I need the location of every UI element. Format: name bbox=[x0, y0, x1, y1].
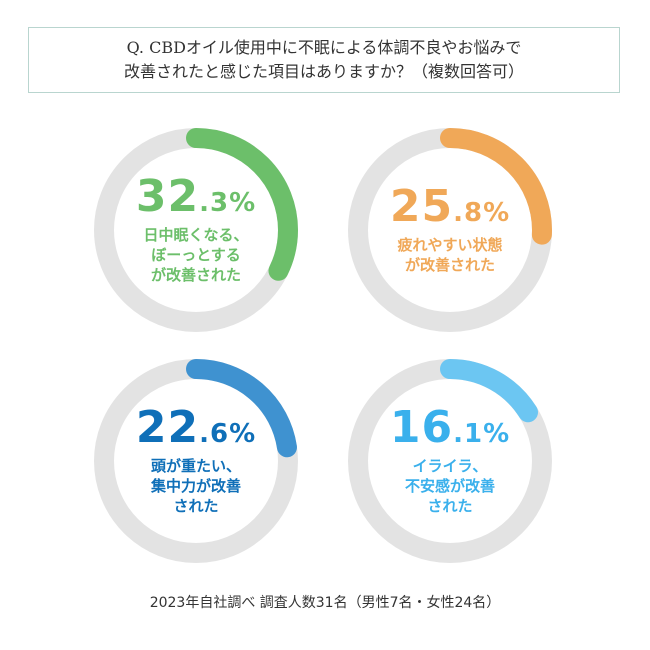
item-label-line: 頭が重たい、 bbox=[150, 457, 241, 475]
item-label-line: が改善された bbox=[150, 266, 241, 284]
donut-svg-4 bbox=[348, 359, 552, 563]
percent-dec: .3 bbox=[199, 188, 230, 218]
percent-int: 32 bbox=[135, 171, 200, 222]
percent-dec: .8 bbox=[453, 198, 484, 228]
item-label-line: イライラ、 bbox=[412, 457, 488, 475]
donut-svg-2 bbox=[348, 128, 552, 332]
percent-int: 22 bbox=[135, 402, 200, 453]
donut-arc-value bbox=[348, 359, 552, 563]
item-label-line: 不安感が改善 bbox=[404, 477, 495, 495]
percent-value: 22.6% bbox=[136, 406, 256, 450]
percent-unit: % bbox=[483, 198, 511, 228]
donut-chart-4: 16.1% イライラ、 不安感が改善 された bbox=[345, 356, 555, 566]
percent-value: 32.3% bbox=[136, 175, 256, 219]
donut-arc-value bbox=[94, 128, 298, 332]
donut-chart-1: 32.3% 日中眠くなる、 ぼーっとする が改善された bbox=[91, 125, 301, 335]
donut-chart-2: 25.8% 疲れやすい状態 が改善された bbox=[345, 125, 555, 335]
survey-footnote: 2023年自社調べ 調査人数31名（男性7名・女性24名） bbox=[149, 595, 501, 611]
donut-arc-value bbox=[348, 128, 552, 332]
donut-arc-value bbox=[94, 359, 298, 563]
item-label: 日中眠くなる、 ぼーっとする が改善された bbox=[143, 225, 248, 285]
question-title-line1: Q. CBDオイル使用中に不眠による体調不良やお悩みで bbox=[126, 38, 522, 57]
percent-unit: % bbox=[229, 419, 257, 449]
percent-int: 25 bbox=[389, 181, 454, 232]
donut-chart-3: 22.6% 頭が重たい、 集中力が改善 された bbox=[91, 356, 301, 566]
item-label: 頭が重たい、 集中力が改善 された bbox=[151, 456, 241, 516]
question-title: Q. CBDオイル使用中に不眠による体調不良やお悩みで 改善されたと感じた項目は… bbox=[28, 27, 620, 93]
percent-int: 16 bbox=[389, 402, 454, 453]
percent-unit: % bbox=[229, 188, 257, 218]
donut-svg-3 bbox=[94, 359, 298, 563]
percent-value: 16.1% bbox=[390, 406, 510, 450]
item-label-line: 疲れやすい状態 bbox=[397, 236, 503, 254]
item-label-line: ぼーっとする bbox=[151, 246, 241, 264]
percent-dec: .1 bbox=[453, 419, 484, 449]
item-label-line: が改善された bbox=[404, 256, 495, 274]
item-label-line: 集中力が改善 bbox=[150, 477, 241, 495]
donut-svg-1 bbox=[94, 128, 298, 332]
percent-dec: .6 bbox=[199, 419, 230, 449]
item-label: イライラ、 不安感が改善 された bbox=[405, 456, 495, 516]
item-label-line: された bbox=[427, 497, 473, 515]
item-label-line: された bbox=[173, 497, 219, 515]
item-label: 疲れやすい状態 が改善された bbox=[397, 235, 502, 275]
percent-value: 25.8% bbox=[390, 185, 510, 229]
percent-unit: % bbox=[483, 419, 511, 449]
item-label-line: 日中眠くなる、 bbox=[143, 226, 249, 244]
question-title-line2: 改善されたと感じた項目はありますか？（複数回答可） bbox=[123, 62, 524, 81]
